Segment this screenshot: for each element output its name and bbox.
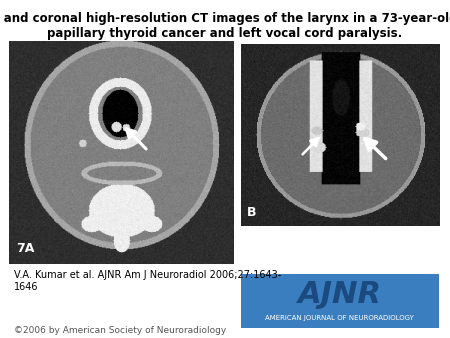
Text: AMERICAN JOURNAL OF NEURORADIOLOGY: AMERICAN JOURNAL OF NEURORADIOLOGY [266, 315, 414, 321]
Text: A and B, Axial and coronal high-resolution CT images of the larynx in a 73-year-: A and B, Axial and coronal high-resoluti… [0, 12, 450, 40]
Text: ©2006 by American Society of Neuroradiology: ©2006 by American Society of Neuroradiol… [14, 325, 226, 335]
Text: 7A: 7A [16, 242, 34, 255]
Text: B: B [247, 206, 256, 219]
Text: AJNR: AJNR [298, 280, 382, 309]
Text: V.A. Kumar et al. AJNR Am J Neuroradiol 2006;27:1643-
1646: V.A. Kumar et al. AJNR Am J Neuroradiol … [14, 270, 281, 292]
